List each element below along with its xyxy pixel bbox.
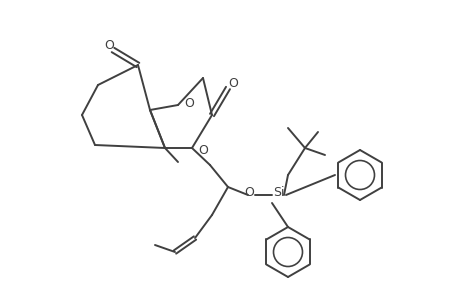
Text: Si: Si: [273, 187, 284, 200]
Text: O: O: [228, 76, 237, 89]
Text: O: O: [197, 143, 207, 157]
Text: O: O: [104, 38, 114, 52]
Text: O: O: [184, 97, 193, 110]
Text: O: O: [244, 185, 253, 199]
